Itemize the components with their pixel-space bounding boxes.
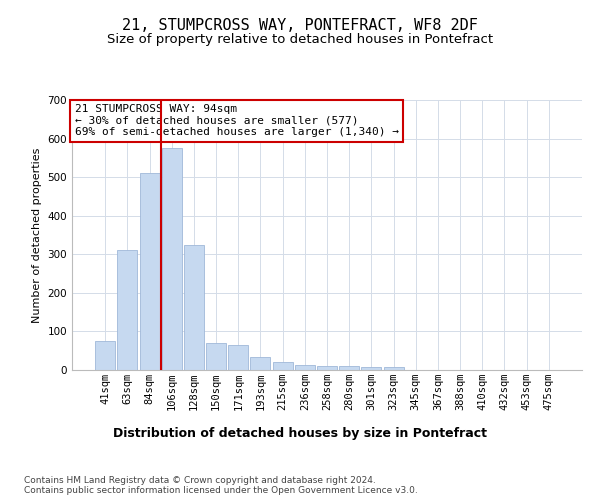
Bar	[295, 365, 315, 370]
Bar	[228, 345, 248, 370]
Bar	[272, 362, 293, 370]
Bar	[339, 366, 359, 370]
Bar	[95, 341, 115, 370]
Bar	[317, 366, 337, 370]
Text: Contains HM Land Registry data © Crown copyright and database right 2024.
Contai: Contains HM Land Registry data © Crown c…	[24, 476, 418, 495]
Bar	[162, 148, 182, 370]
Bar	[206, 343, 226, 370]
Bar	[383, 367, 404, 370]
Text: Distribution of detached houses by size in Pontefract: Distribution of detached houses by size …	[113, 428, 487, 440]
Text: Size of property relative to detached houses in Pontefract: Size of property relative to detached ho…	[107, 32, 493, 46]
Bar	[184, 244, 204, 370]
Bar	[250, 356, 271, 370]
Text: 21, STUMPCROSS WAY, PONTEFRACT, WF8 2DF: 21, STUMPCROSS WAY, PONTEFRACT, WF8 2DF	[122, 18, 478, 32]
Bar	[140, 174, 160, 370]
Y-axis label: Number of detached properties: Number of detached properties	[32, 148, 42, 322]
Text: 21 STUMPCROSS WAY: 94sqm
← 30% of detached houses are smaller (577)
69% of semi-: 21 STUMPCROSS WAY: 94sqm ← 30% of detach…	[74, 104, 398, 137]
Bar	[118, 250, 137, 370]
Bar	[361, 367, 382, 370]
